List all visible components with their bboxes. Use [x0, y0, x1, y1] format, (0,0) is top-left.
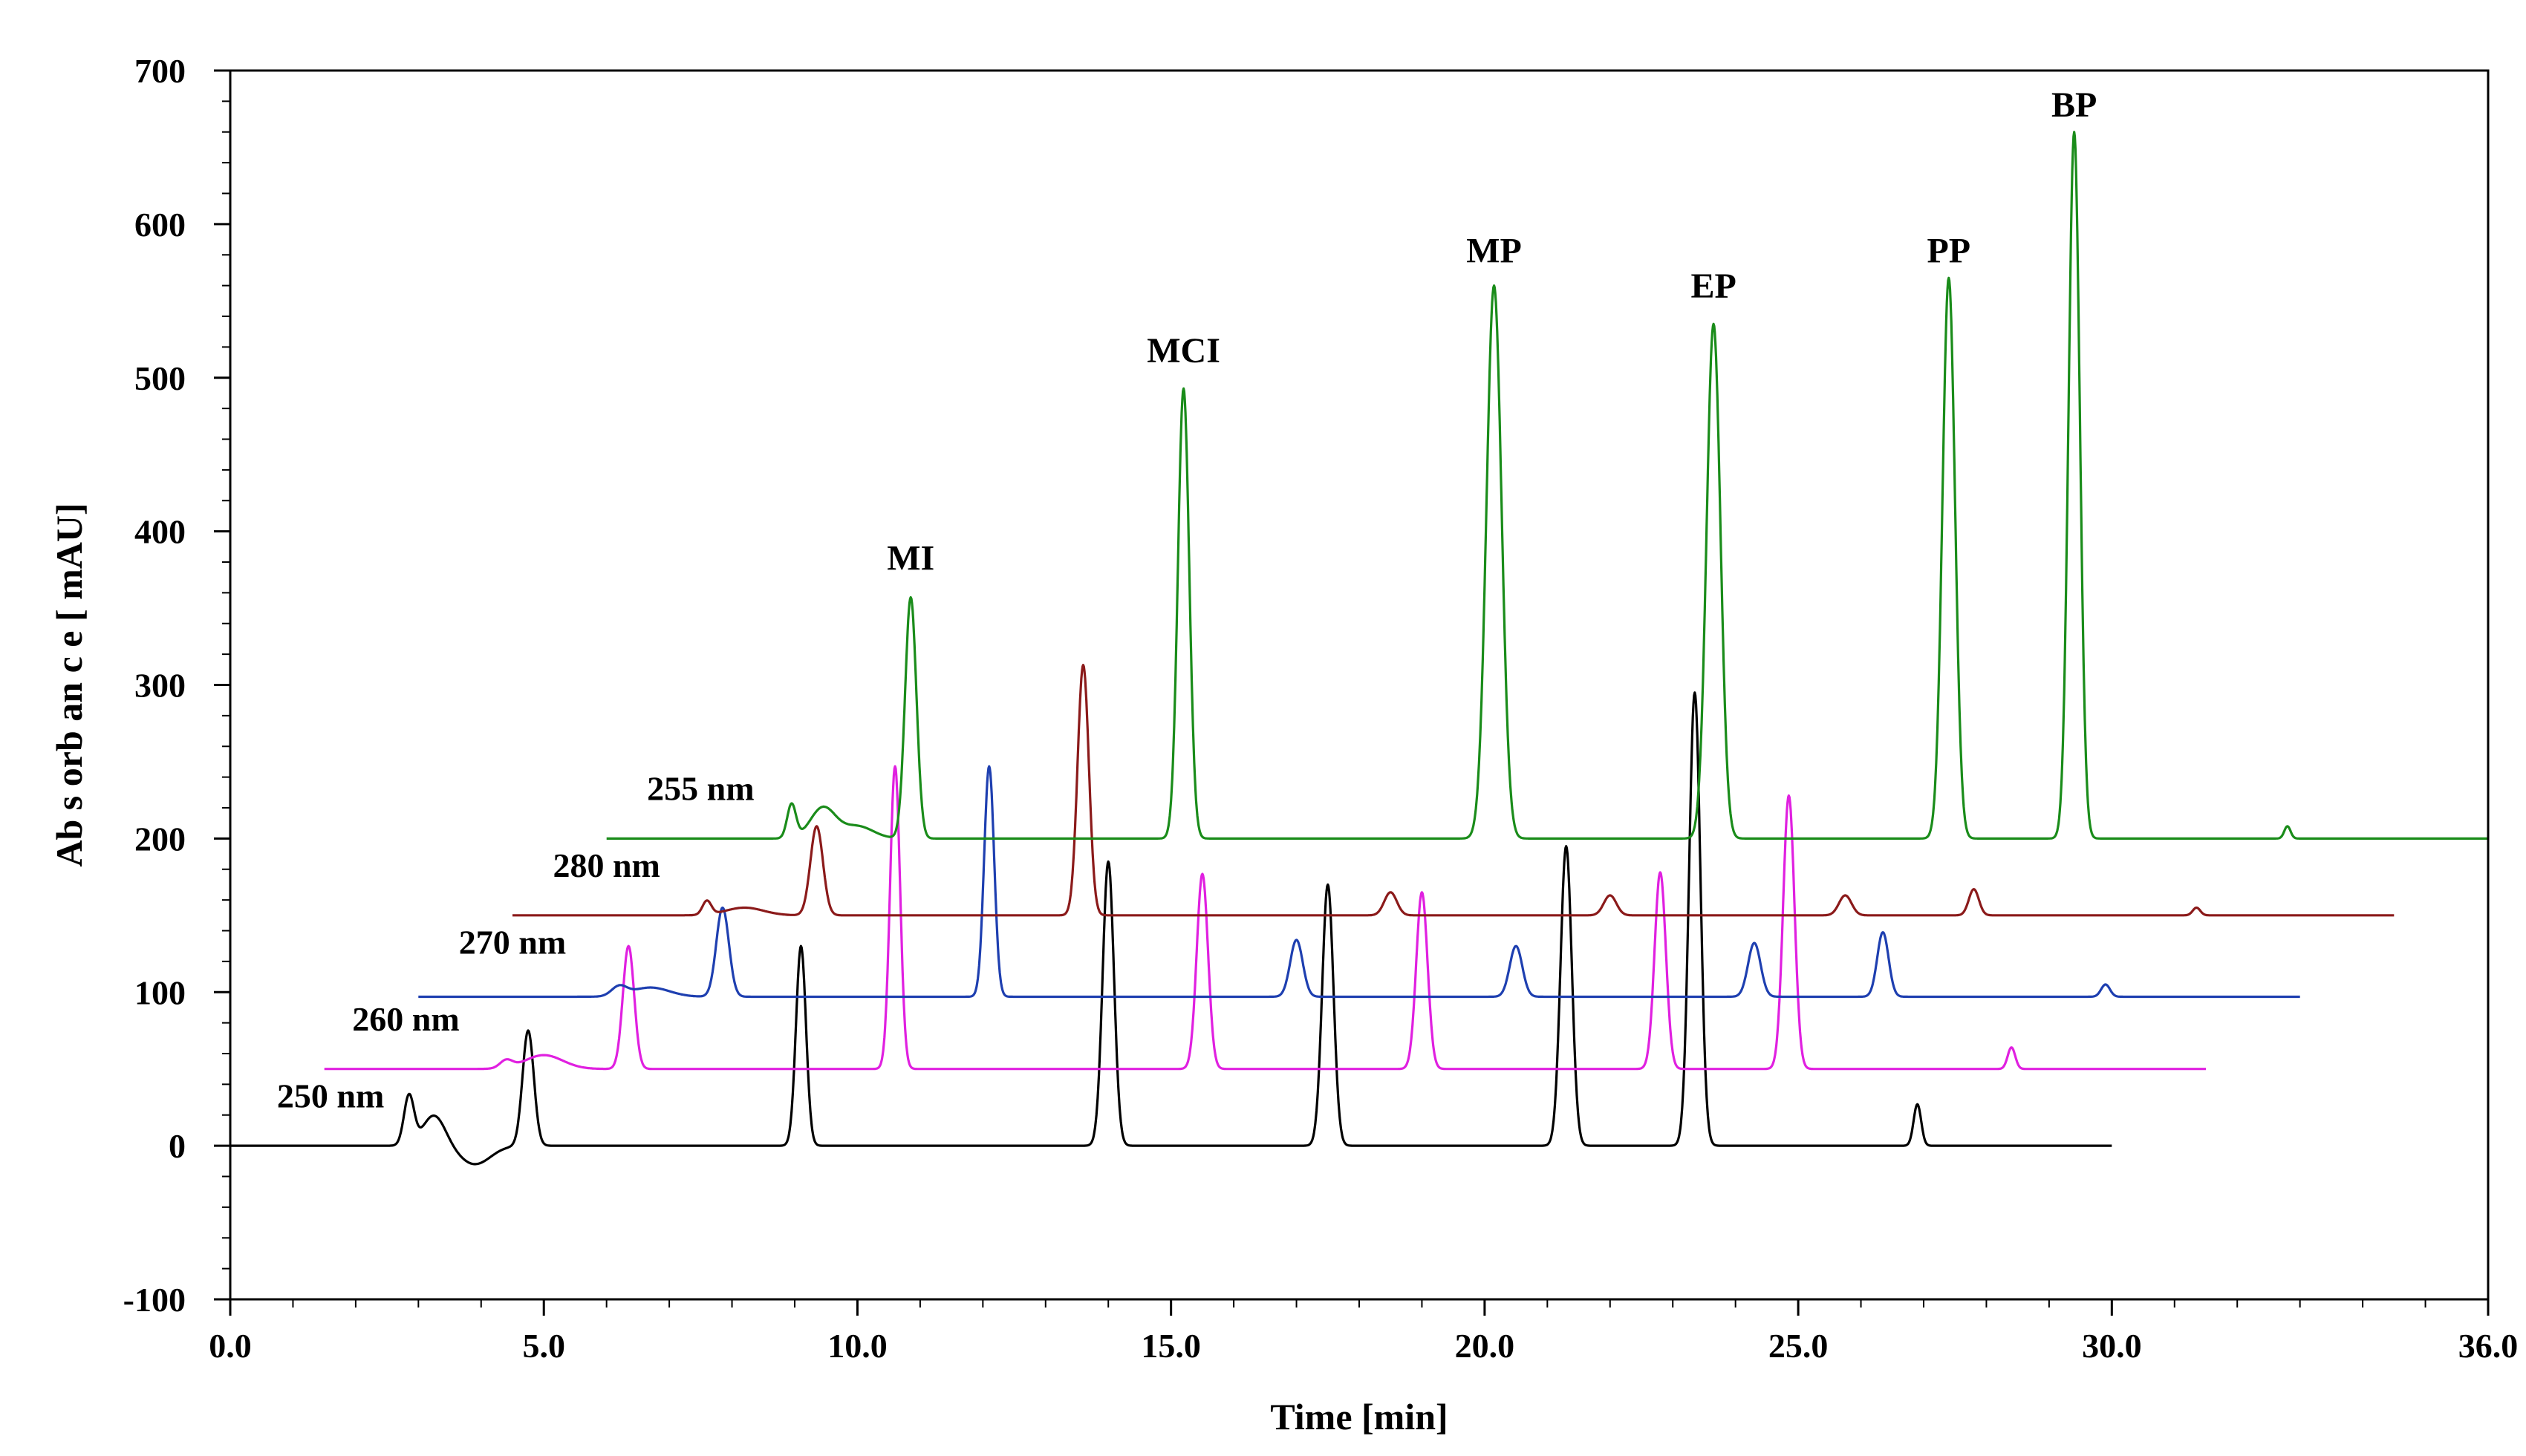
peak-label-mp: MP: [1466, 232, 1522, 271]
peak-label-layer: MI MCI MP EP PP BP: [887, 85, 2097, 578]
trace-label: 280 nm: [553, 846, 660, 884]
peak-label-ep: EP: [1690, 267, 1736, 306]
trace-250-nm: [230, 691, 2113, 1166]
trace-layer: [230, 131, 2489, 1166]
y-tick-label: 100: [134, 973, 186, 1011]
trace-label: 250 nm: [277, 1077, 384, 1114]
x-tick-label: 30.0: [2082, 1327, 2142, 1365]
x-tick-label: 25.0: [1768, 1327, 1829, 1365]
y-axis: -100 0 100 200 300 400 500 600 700: [123, 52, 230, 1319]
trace-260-nm: [323, 765, 2207, 1071]
trace-255-nm: [605, 131, 2489, 840]
trace-label: 255 nm: [647, 770, 754, 808]
y-tick-label: 0: [169, 1127, 186, 1165]
y-axis-title: Ab s orb an c e [ mAU]: [48, 503, 90, 866]
x-tick-label: 5.0: [522, 1327, 565, 1365]
x-tick-label: 15.0: [1141, 1327, 1201, 1365]
peak-label-pp: PP: [1927, 232, 1970, 271]
y-tick-label: 400: [134, 513, 186, 551]
y-tick-label: 300: [134, 667, 186, 705]
y-tick-label: 200: [134, 820, 186, 858]
trace-label: 270 nm: [459, 924, 566, 962]
x-tick-label: 10.0: [827, 1327, 888, 1365]
trace-label: 260 nm: [352, 1000, 459, 1038]
y-tick-label: 500: [134, 359, 186, 397]
peak-label-mci: MCI: [1147, 331, 1220, 370]
y-tick-label: -100: [123, 1281, 186, 1319]
trace-280-nm: [512, 663, 2395, 917]
y-tick-label: 700: [134, 52, 186, 90]
x-tick-label: 36.0: [2458, 1327, 2519, 1365]
trace-270-nm: [417, 765, 2301, 999]
x-tick-label: 0.0: [209, 1327, 252, 1365]
peak-label-mi: MI: [887, 538, 934, 578]
x-tick-label: 20.0: [1455, 1327, 1515, 1365]
y-tick-label: 600: [134, 206, 186, 244]
x-axis-title: Time [min]: [1270, 1396, 1448, 1437]
peak-label-bp: BP: [2051, 85, 2097, 125]
